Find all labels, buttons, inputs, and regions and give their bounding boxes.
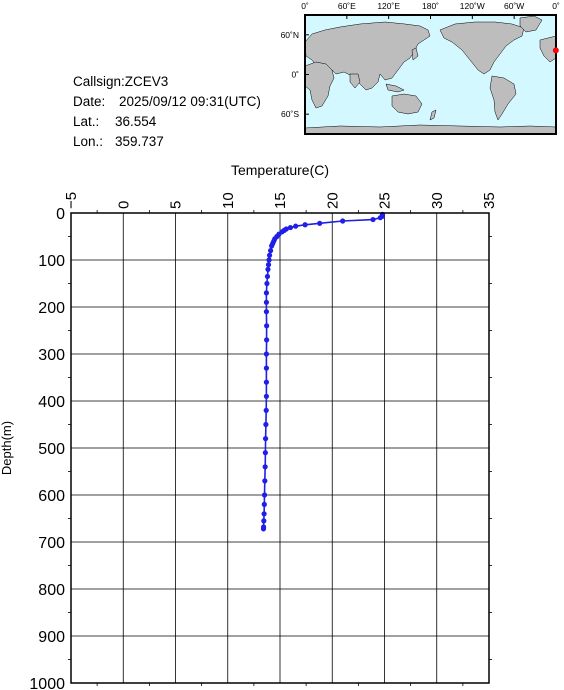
series-point [302, 222, 308, 228]
map-land-north-america [439, 21, 525, 75]
lon-label: Lon.: [73, 134, 104, 149]
callsign-text: Callsign:ZCEV3 [73, 74, 169, 89]
location-map: 0˚ 60˚E 120˚E 180˚ 120˚W 60˚W 0˚ 60˚N 0˚ 60˚S [281, 1, 560, 135]
x-tick-label: 20 [324, 192, 341, 209]
map-land-south-america [489, 75, 517, 121]
date-label: Date: [73, 94, 106, 109]
map-left-tick-label: 60˚S [281, 109, 299, 119]
y-tick-label: 300 [38, 347, 65, 364]
y-tick-label: 400 [38, 394, 65, 411]
lat-row: Lat.: 36.554 [73, 114, 156, 130]
series-point [377, 215, 383, 221]
y-tick-label: 100 [38, 253, 65, 270]
series-point [266, 257, 272, 263]
lon-value: 359.737 [115, 134, 164, 149]
series-point [260, 526, 267, 532]
series-point [261, 492, 268, 498]
map-land-newzealand [429, 109, 437, 121]
map-land-australia [391, 93, 423, 115]
y-tick-label: 600 [38, 488, 65, 505]
chart-grid [70, 212, 490, 684]
series-point [264, 280, 270, 287]
series-point [263, 290, 270, 296]
series-point [262, 450, 268, 456]
map-top-tick-label: 60˚E [338, 1, 356, 11]
series-profile-points [260, 211, 386, 532]
map-land-antarctica [304, 124, 557, 135]
series-point [261, 518, 267, 524]
map-tick-marks [304, 15, 557, 115]
map-tick-labels: 0˚ 60˚E 120˚E 180˚ 120˚W 60˚W 0˚ 60˚N 0˚ 60˚S [281, 1, 560, 119]
x-tick-label: 35 [481, 192, 498, 209]
map-top-tick-label: 120˚E [377, 1, 400, 11]
series-point [263, 365, 270, 371]
series-point [263, 299, 270, 305]
series-point [287, 224, 294, 231]
map-left-tick-label: 0˚ [291, 70, 299, 80]
series-point [263, 379, 270, 385]
y-axis-title: Depth(m) [0, 421, 14, 475]
map-top-tick-label: 0˚ [552, 1, 560, 11]
y-tick-label: 1000 [29, 676, 65, 690]
series-point [262, 436, 269, 442]
map-land-islands [385, 83, 405, 93]
series-point [265, 266, 271, 272]
map-land-japan [411, 47, 419, 61]
lon-row: Lon.: 359.737 [73, 134, 164, 150]
series-point [264, 323, 270, 329]
date-value: 2025/09/12 09:31(UTC) [119, 94, 261, 109]
y-tick-label: 700 [38, 535, 65, 552]
y-tick-label: 900 [38, 629, 65, 646]
y-tick-label: 800 [38, 582, 65, 599]
series-point [263, 309, 270, 315]
series-point [266, 252, 273, 258]
map-land-africa [304, 61, 335, 109]
series-point [261, 501, 267, 507]
series-point [263, 407, 269, 413]
map-left-tick-label: 60˚N [281, 30, 299, 40]
series-point [264, 273, 271, 280]
series-point [269, 243, 275, 249]
series-point [370, 216, 376, 223]
series-point [293, 223, 299, 229]
plot-frame [70, 212, 490, 684]
x-tick-label: 10 [220, 192, 237, 209]
series-point [340, 218, 346, 224]
series-point [263, 393, 270, 399]
x-tick-label: −5 [63, 192, 80, 209]
temperature-depth-chart: −5 0 5 10 15 20 25 30 35 01002003004005006007008… [0, 162, 498, 690]
y-tick-labels: 0 100 200 300 400 500 600 700 800 900 1000 [29, 206, 65, 690]
series-profile-line [262, 214, 384, 529]
map-top-tick-label: 0˚ [301, 1, 309, 11]
y-tick-label: 500 [38, 441, 65, 458]
series-point [262, 464, 268, 470]
map-landmasses [304, 15, 557, 135]
x-tick-labels: −5 0 5 10 15 20 25 30 35 [63, 192, 498, 209]
map-top-tick-label: 60˚W [504, 1, 524, 11]
x-tick-label: 30 [429, 192, 446, 209]
x-tick-label: 15 [272, 192, 289, 209]
series-point [267, 248, 274, 254]
series-point [265, 262, 272, 268]
y-tick-label: 200 [38, 300, 65, 317]
series-point [263, 351, 270, 357]
series-point [263, 421, 269, 428]
date-row: Date: 2025/09/12 09:31(UTC) [73, 94, 261, 110]
series-point [264, 337, 270, 343]
observation-location-marker [552, 47, 559, 54]
map-land-india [349, 73, 361, 89]
series-point [262, 478, 268, 484]
lat-value: 36.554 [115, 114, 157, 129]
series-point [317, 220, 323, 226]
map-top-tick-label: 120˚W [460, 1, 485, 11]
x-tick-label: 25 [377, 192, 394, 209]
lat-label: Lat.: [73, 114, 100, 129]
y-tick-label: 0 [56, 206, 65, 223]
x-axis-title: Temperature(C) [231, 162, 329, 178]
x-tick-label: 5 [168, 201, 185, 209]
series-point [261, 511, 267, 517]
x-tick-label: 0 [115, 201, 132, 209]
map-top-tick-label: 180˚ [422, 1, 439, 11]
